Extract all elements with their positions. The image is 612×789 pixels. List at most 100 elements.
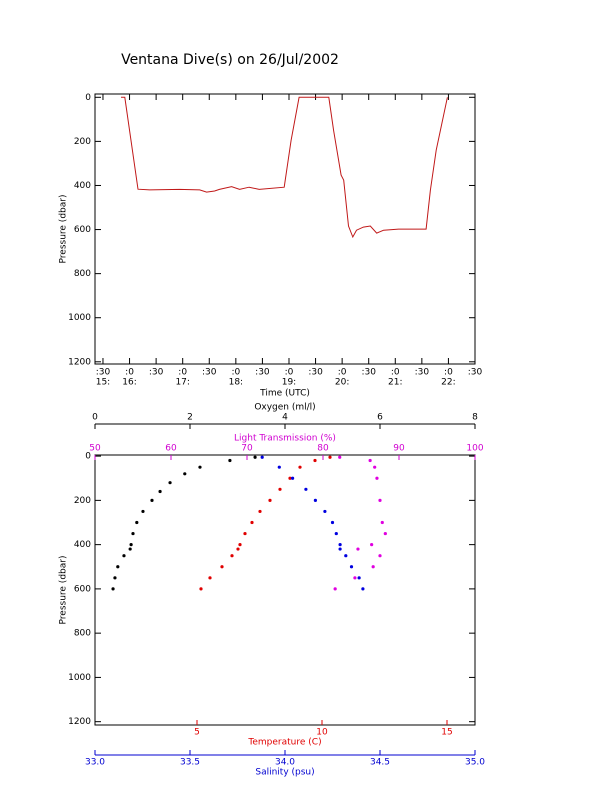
profile-point: [135, 520, 139, 525]
profile-point: [113, 576, 117, 580]
x-tick-label: 60: [165, 444, 177, 454]
profile-point: [258, 509, 262, 514]
profile-point: [313, 458, 317, 463]
x-tick-label: 80: [317, 444, 329, 454]
profile-point: [288, 476, 292, 480]
profile-point: [277, 465, 281, 469]
x-tick-label: 33.0: [85, 758, 105, 768]
x-tick-label: :0: [338, 368, 347, 378]
profile-point: [304, 487, 308, 491]
profile-point: [131, 531, 135, 536]
profile-point: [141, 509, 145, 514]
x-hour-label: 22:: [441, 378, 455, 388]
profile-point: [116, 565, 120, 569]
y-tick-label: 800: [74, 629, 91, 639]
y-tick-label: 1000: [68, 313, 91, 323]
profile-point: [323, 509, 327, 514]
x-hour-label: 21:: [388, 378, 402, 388]
x-hour-label: 16:: [122, 378, 136, 388]
profile-point: [199, 587, 203, 591]
y-axis-label: Pressure (dbar): [59, 195, 69, 264]
y-tick-label: 1200: [68, 357, 91, 367]
x-tick-label: :0: [125, 368, 134, 378]
x-axis-label: Temperature (C): [247, 738, 321, 748]
y-axis-label: Pressure (dbar): [59, 556, 69, 625]
x-axis-label: Light Transmission (%): [234, 434, 336, 444]
x-tick-label: 33.5: [180, 758, 200, 768]
plot-frame: [94, 454, 476, 726]
x-tick-label: 10: [316, 728, 328, 738]
profile-point: [353, 576, 357, 580]
x-hour-label: 18:: [229, 378, 243, 388]
profile-point: [250, 520, 254, 525]
x-axis-label: Time (UTC): [259, 389, 310, 399]
profile-point: [378, 498, 382, 502]
x-tick-label: :0: [285, 368, 294, 378]
x-tick-label: :30: [96, 368, 111, 378]
profile-point: [208, 576, 212, 580]
profile-point: [128, 547, 132, 551]
x-tick-label: :30: [415, 368, 430, 378]
y-tick-label: 1200: [68, 717, 91, 727]
y-tick-label: 600: [74, 584, 91, 594]
pressure-line: [121, 96, 448, 239]
profile-point: [375, 476, 379, 480]
x-axis-label: Salinity (psu): [255, 768, 314, 778]
plot-frame: [94, 93, 476, 365]
profile-point: [373, 465, 377, 469]
profile-point: [111, 587, 115, 591]
x-tick-label: 4: [282, 413, 288, 423]
profile-point: [349, 565, 354, 569]
x-tick-label: 35.0: [465, 758, 485, 768]
profile-point: [230, 554, 234, 558]
profile-point: [370, 543, 374, 547]
profile-point: [380, 520, 384, 525]
profile-point: [243, 531, 247, 536]
profile-point: [383, 531, 387, 536]
x-tick-label: 8: [472, 413, 478, 423]
profile-point: [238, 543, 242, 547]
profile-point: [361, 587, 365, 591]
profile-point: [371, 565, 375, 569]
x-tick-label: 90: [393, 444, 405, 454]
x-tick-label: :30: [308, 368, 323, 378]
x-tick-label: 34.0: [275, 758, 295, 768]
profile-point: [344, 554, 348, 558]
x-tick-label: 15: [441, 728, 452, 738]
profile-point: [298, 465, 302, 469]
profile-point: [228, 458, 232, 463]
y-tick-label: 400: [74, 540, 91, 550]
x-tick-label: 6: [377, 413, 383, 423]
chart-title: Ventana Dive(s) on 26/Jul/2002: [121, 52, 339, 68]
x-axis-label: Oxygen (ml/l): [254, 403, 315, 413]
x-tick-label: :30: [255, 368, 270, 378]
profile-point: [291, 476, 295, 480]
profile-point: [338, 455, 342, 459]
x-hour-label: 20:: [335, 378, 349, 388]
profile-point: [313, 498, 317, 502]
profile-point: [378, 554, 382, 558]
y-tick-label: 1000: [68, 673, 91, 683]
x-tick-label: 2: [187, 413, 193, 423]
x-hour-label: 19:: [282, 378, 296, 388]
y-tick-label: 600: [74, 225, 91, 235]
profile-point: [278, 487, 282, 491]
profile-point: [356, 547, 360, 551]
x-hour-label: 17:: [175, 378, 189, 388]
x-tick-label: :30: [149, 368, 164, 378]
x-tick-label: :30: [468, 368, 483, 378]
x-tick-label: 70: [241, 444, 253, 454]
profile-point: [333, 587, 337, 591]
x-tick-label: :0: [391, 368, 400, 378]
profile-point: [122, 554, 126, 558]
profile-point: [334, 531, 338, 536]
profile-point: [168, 481, 172, 485]
profile-point: [338, 547, 342, 551]
profile-point: [198, 465, 202, 469]
profile-point: [338, 543, 342, 547]
profile-point: [150, 498, 154, 502]
profile-point: [368, 458, 372, 463]
profile-point: [220, 565, 224, 569]
